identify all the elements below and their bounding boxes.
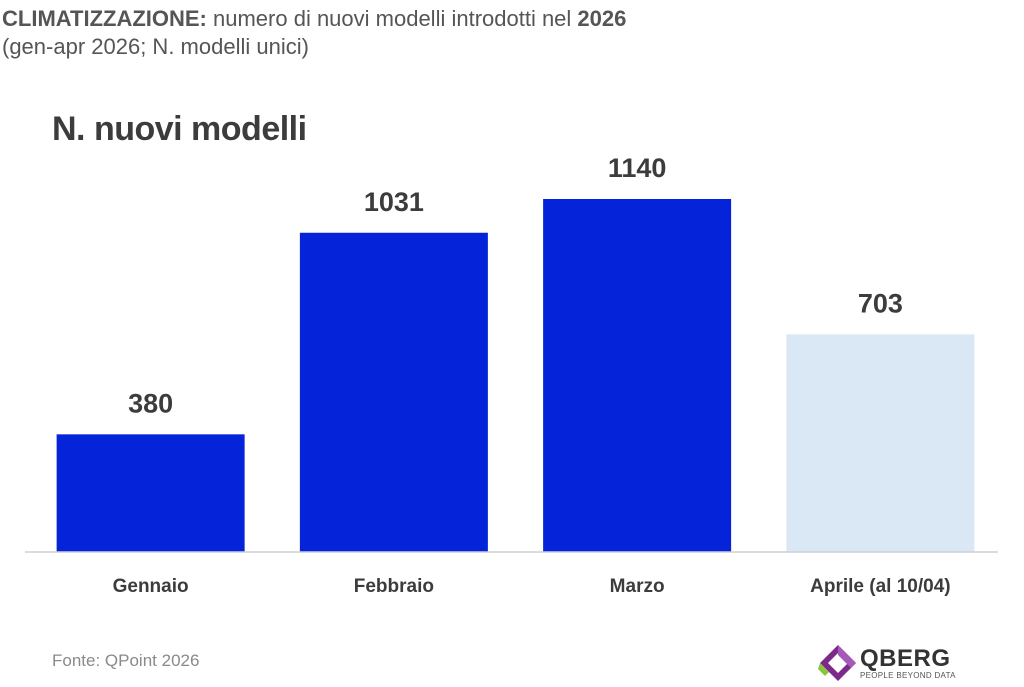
x-tick-label-4: Aprile (al 10/04) <box>810 576 950 597</box>
bars-group <box>56 199 975 552</box>
x-tick-label-1: Gennaio <box>113 576 189 597</box>
source-note: Fonte: QPoint 2026 <box>52 651 200 670</box>
logo-tagline: PEOPLE BEYOND DATA <box>860 671 956 680</box>
page-title: CLIMATIZZAZIONE: numero di nuovi modelli… <box>2 6 626 32</box>
data-label-2: 1031 <box>364 187 424 217</box>
bar-3 <box>543 199 732 552</box>
title-bold: CLIMATIZZAZIONE: <box>2 6 207 31</box>
qberg-logo: QBERG PEOPLE BEYOND DATA <box>818 643 968 683</box>
qberg-diamond-logo-icon <box>818 645 856 681</box>
data-label-3: 1140 <box>608 153 667 183</box>
x-tick-label-2: Febbraio <box>354 576 434 597</box>
bar-2 <box>299 232 488 552</box>
data-label-4: 703 <box>858 288 903 318</box>
title-rest: numero di nuovi modelli introdotti nel <box>206 6 578 31</box>
logo-wordmark: QBERG <box>860 645 951 672</box>
page-subtitle: (gen-apr 2026; N. modelli unici) <box>2 34 309 59</box>
labels-group: 380 Gennaio 1031 Febbraio 1140 Marzo 703 Aprile… <box>113 153 951 597</box>
bar-1 <box>56 434 245 552</box>
chart-title: N. nuovi modelli <box>52 110 307 148</box>
data-label-1: 380 <box>128 388 173 418</box>
title-year: 2026 <box>577 6 627 31</box>
x-tick-label-3: Marzo <box>610 576 665 597</box>
bar-4 <box>786 334 975 552</box>
